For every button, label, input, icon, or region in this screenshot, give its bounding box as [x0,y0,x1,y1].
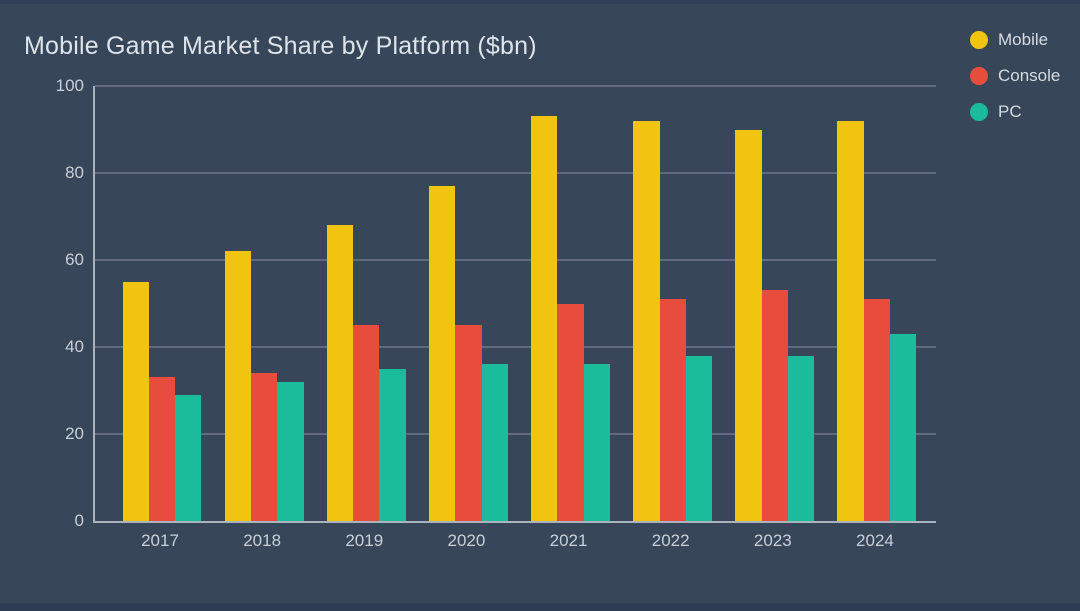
y-tick-label-40: 40 [65,337,84,356]
legend-label-mobile: Mobile [998,29,1049,49]
x-axis-label-2022: 2022 [651,531,690,550]
bar-console-2019 [353,325,380,521]
bar-mobile-2018 [224,251,251,521]
bar-group-2022 [633,86,713,521]
bar-pc-2024 [890,333,917,521]
bar-console-2022 [659,299,686,521]
bar-pc-2022 [685,355,713,521]
bar-console-2024 [863,299,891,521]
y-tick-label-0: 0 [74,511,84,530]
bar-group-2019 [326,86,406,521]
bar-mobile-2019 [326,225,354,521]
bar-pc-2018 [277,381,304,521]
bar-console-2023 [761,290,788,521]
legend-item-mobile[interactable]: Mobile [970,29,1060,50]
console-swatch-icon [970,66,988,85]
bar-mobile-2017 [122,281,149,521]
y-tick-label-80: 80 [65,163,84,182]
legend-label-console: Console [998,65,1061,85]
bar-mobile-2022 [633,120,660,521]
bar-group-2017 [122,86,202,521]
x-axis-label-2017: 2017 [141,531,179,550]
bar-mobile-2024 [837,120,864,521]
y-tick-label-60: 60 [65,250,84,269]
x-axis-label-2024: 2024 [856,531,894,550]
top-edge-strip [0,0,1080,4]
x-axis-label-2021: 2021 [549,531,588,550]
legend-item-console[interactable]: Console [970,65,1060,86]
bar-mobile-2023 [735,129,762,521]
legend: Mobile Console PC [970,29,1060,137]
mobile-swatch-icon [970,30,988,49]
bar-pc-2019 [379,368,406,521]
bar-group-2020 [428,86,508,521]
bar-mobile-2020 [428,186,456,521]
x-axis-label-2019: 2019 [345,531,384,550]
bar-group-2024 [837,86,917,521]
bar-console-2018 [250,373,278,521]
legend-item-pc[interactable]: PC [970,101,1060,122]
bar-group-2021 [531,86,611,521]
bar-mobile-2021 [531,116,558,521]
bar-console-2020 [455,325,482,521]
chart-title: Mobile Game Market Share by Platform ($b… [24,32,537,60]
y-tick-label-100: 100 [55,76,84,95]
pc-swatch-icon [970,102,988,121]
bottom-edge-strip [0,603,1080,611]
legend-label-pc: PC [998,101,1022,121]
x-axis-label-2023: 2023 [753,531,792,550]
plot-area [93,85,936,523]
y-tick-label-20: 20 [65,424,84,443]
bar-pc-2017 [175,394,202,521]
bar-pc-2020 [481,364,508,521]
bar-group-2018 [224,86,304,521]
bar-group-2023 [735,86,815,521]
bar-pc-2021 [583,364,611,521]
x-axis-label-2020: 2020 [447,531,486,550]
bar-console-2017 [148,377,176,521]
x-axis-label-2018: 2018 [243,531,282,550]
bar-pc-2023 [787,355,815,521]
bar-console-2021 [557,303,584,521]
